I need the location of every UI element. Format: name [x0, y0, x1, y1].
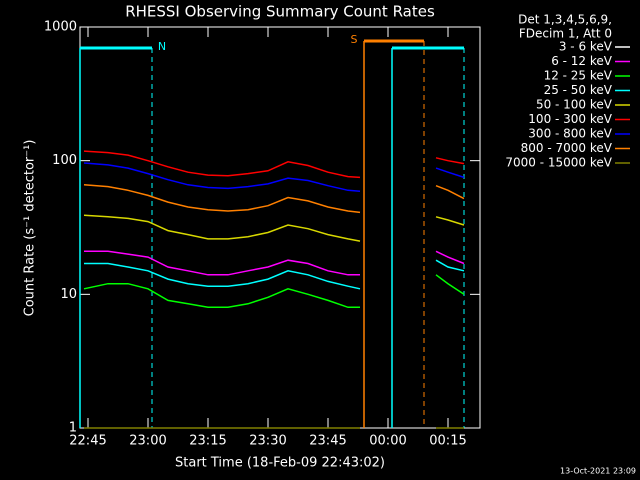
series-line	[84, 259, 465, 290]
legend-label: 300 - 800 keV	[528, 127, 612, 141]
series-line	[84, 250, 465, 276]
flag-label: S	[351, 33, 358, 46]
footer-date: 13-Oct-2021 23:09	[560, 467, 636, 476]
y-tick-label: 10	[60, 287, 77, 302]
series-line	[83, 162, 465, 193]
series-line	[83, 214, 465, 242]
legend-label: 12 - 25 keV	[544, 69, 613, 83]
legend-header: Det 1,3,4,5,6,9,	[518, 13, 612, 27]
y-tick-label: 100	[52, 153, 77, 168]
legend-label: 6 - 12 keV	[551, 54, 613, 68]
x-tick-label: 00:15	[429, 434, 466, 449]
legend-label: 800 - 7000 keV	[521, 141, 613, 155]
x-tick-label: 23:45	[309, 434, 346, 449]
series-line	[83, 150, 465, 179]
series-line	[83, 274, 465, 309]
legend-label: 7000 - 15000 keV	[505, 156, 612, 170]
x-tick-label: 00:00	[369, 434, 406, 449]
legend-label: 100 - 300 keV	[528, 112, 612, 126]
legend-header: FDecim 1, Att 0	[519, 27, 612, 41]
y-tick-label: 1	[69, 421, 77, 436]
x-tick-label: 23:15	[189, 434, 226, 449]
x-axis-label: Start Time (18-Feb-09 22:43:02)	[175, 456, 385, 471]
x-tick-label: 23:30	[249, 434, 286, 449]
flag-label: N	[158, 40, 166, 53]
y-axis-label: Count Rate (s⁻¹ detector⁻¹)	[23, 140, 38, 317]
legend-label: 50 - 100 keV	[536, 98, 613, 112]
x-tick-label: 22:45	[69, 434, 106, 449]
legend-label: 3 - 6 keV	[559, 40, 613, 54]
chart-title: RHESSI Observing Summary Count Rates	[125, 3, 435, 21]
y-tick-label: 1000	[44, 20, 77, 35]
legend-label: 25 - 50 keV	[544, 83, 613, 97]
series-line	[83, 184, 465, 214]
x-tick-label: 23:00	[129, 434, 166, 449]
